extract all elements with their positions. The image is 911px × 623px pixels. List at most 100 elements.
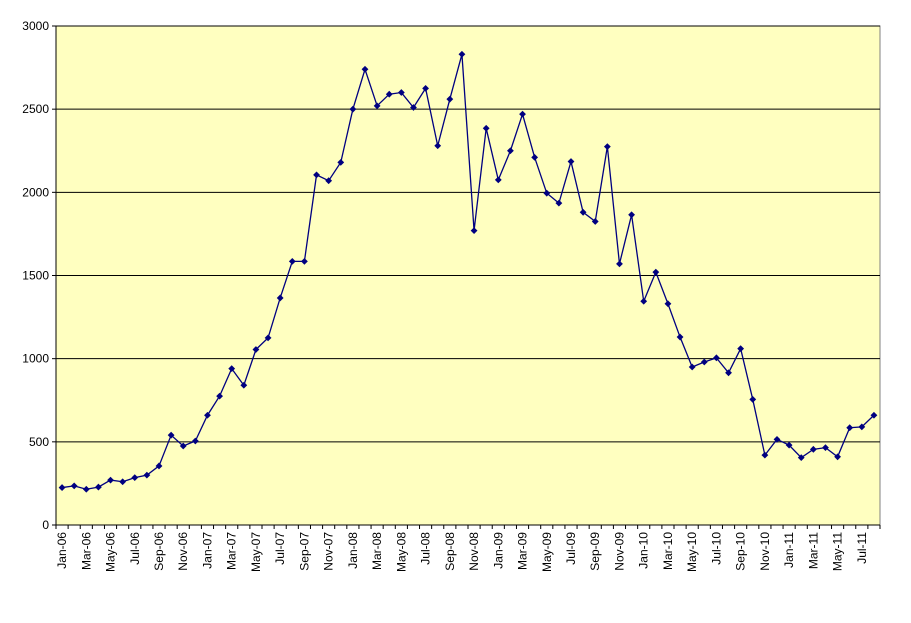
x-tick-label: Nov-07 [322,532,336,571]
data-point [313,171,320,179]
data-point [264,334,272,342]
x-tick-label: Jul-07 [273,532,287,565]
data-point [470,227,478,234]
data-point [410,104,417,111]
data-point [446,95,454,103]
y-tick-label: 0 [42,518,49,532]
x-tick-label: May-08 [394,532,408,572]
data-point [822,444,829,452]
data-point [737,345,745,353]
data-point [773,435,781,443]
y-tick-label: 2000 [22,185,49,199]
data-point [870,411,878,419]
data-point [688,363,696,371]
x-tick-label: Sep-06 [152,532,166,571]
data-point [846,424,854,432]
x-tick-label: May-06 [104,532,118,572]
x-tick-label: Jul-06 [128,532,142,565]
x-tick-label: Mar-09 [516,532,530,570]
data-point [373,102,381,110]
data-point [567,158,575,165]
data-point [179,442,187,450]
data-point [240,381,248,389]
x-tick-label: Jul-08 [419,532,433,565]
data-point [301,257,308,265]
series [58,50,878,493]
y-tick-label: 3000 [22,19,49,33]
x-tick-label: Sep-07 [297,532,311,571]
data-point [797,454,805,462]
data-point [397,89,405,96]
data-point [276,294,284,302]
y-tick-label: 1500 [22,269,49,283]
data-point [58,484,66,491]
data-point [385,90,393,98]
data-point [664,300,672,308]
data-point [591,218,599,225]
data-point [579,208,587,216]
x-tick-label: Jul-09 [564,532,578,565]
x-tick-label: Nov-08 [467,532,481,571]
data-point [70,482,78,490]
data-point [713,354,720,362]
data-point [482,124,490,132]
data-point [325,177,333,185]
data-point [858,423,866,431]
data-point [531,154,539,161]
x-tick-label: Jan-06 [55,532,69,569]
data-point [228,365,236,373]
data-point [458,50,466,58]
data-point [95,483,102,491]
data-point [543,189,551,197]
x-tick-label: May-07 [249,532,263,572]
data-point [676,333,684,341]
data-point [422,84,429,92]
data-point [167,431,175,439]
data-point [628,211,635,219]
x-tick-label: Jan-09 [491,532,505,569]
x-tick-label: Jul-11 [855,532,869,564]
x-tick-label: Sep-08 [443,532,457,571]
data-point [107,476,114,484]
x-tick-label: Jan-11 [782,532,796,568]
x-tick-label: Mar-08 [370,532,384,570]
data-point [155,462,163,470]
data-point [809,445,817,453]
data-point [119,478,127,486]
x-tick-label: Jan-10 [637,532,651,569]
data-point [652,268,660,276]
data-point [785,441,793,449]
data-point [834,453,841,461]
x-axis-ticks: Jan-06 Mar-06 May-06 Jul-06 Sep-06 Nov-06 Jan-… [55,525,881,572]
data-point [555,199,563,207]
x-tick-label: May-10 [685,532,699,572]
data-point [434,142,442,150]
x-tick-label: Nov-09 [612,532,626,571]
data-point [640,297,648,305]
x-tick-label: Sep-09 [588,532,602,571]
y-tick-label: 2500 [22,102,49,116]
data-point [700,358,708,366]
data-point [337,158,345,166]
x-tick-label: Nov-10 [758,532,772,571]
data-point [749,396,757,403]
x-tick-label: Jul-10 [709,532,723,565]
data-point [82,485,90,493]
data-point [494,176,502,184]
x-tick-label: May-09 [540,532,554,572]
data-point [131,474,139,481]
data-point [761,451,769,459]
data-point [191,437,199,445]
series-line [61,54,875,490]
data-point [616,260,623,268]
x-tick-label: Sep-10 [734,532,748,571]
x-tick-label: May-11 [831,532,845,571]
y-tick-label: 1000 [22,352,49,366]
data-point [216,392,223,400]
x-tick-label: Jan-08 [346,532,360,569]
data-point [204,411,211,419]
x-tick-label: Mar-07 [225,532,239,570]
y-tick-label: 500 [29,435,49,449]
